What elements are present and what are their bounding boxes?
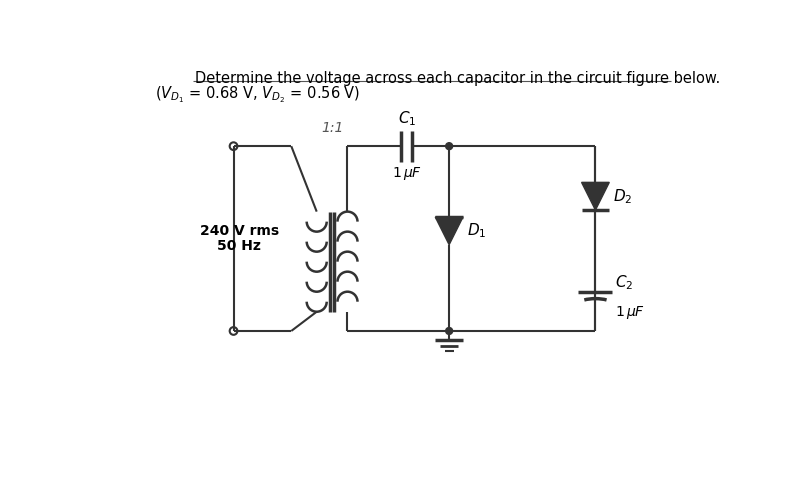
Text: $1\,\mu F$: $1\,\mu F$ [616,304,646,321]
Text: $D_1$: $D_1$ [467,221,486,240]
Text: $1\,\mu F$: $1\,\mu F$ [392,165,422,181]
Polygon shape [436,217,463,245]
Text: Determine the voltage across each capacitor in the circuit figure below.: Determine the voltage across each capaci… [195,70,720,86]
Text: $C_1$: $C_1$ [398,109,416,128]
Text: $D_2$: $D_2$ [613,187,633,206]
Polygon shape [581,182,609,210]
Circle shape [446,327,452,334]
Text: 1:1: 1:1 [321,121,343,136]
Text: $C_2$: $C_2$ [616,273,634,292]
Text: 50 Hz: 50 Hz [217,239,262,253]
Text: $(V_{D_1}$ = 0.68 V, $V_{D_2}$ = 0.56 V): $(V_{D_1}$ = 0.68 V, $V_{D_2}$ = 0.56 V) [155,85,361,105]
Text: 240 V rms: 240 V rms [200,224,279,238]
Circle shape [446,142,452,150]
